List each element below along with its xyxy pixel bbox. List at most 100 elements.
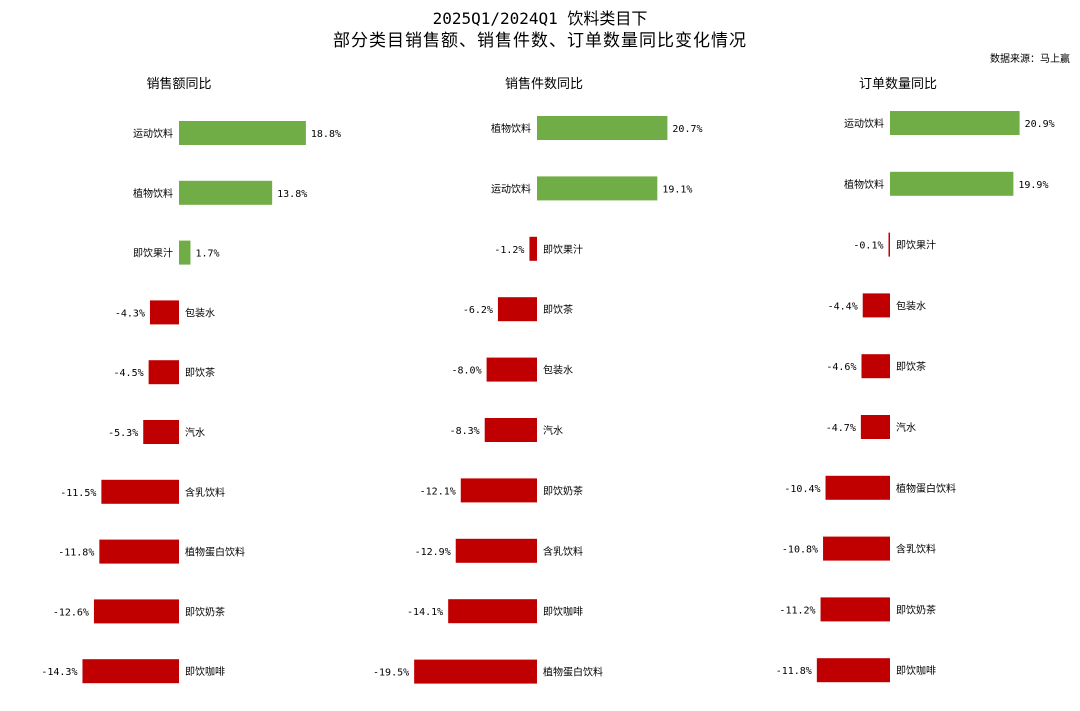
data-label: -4.5% xyxy=(114,368,144,379)
category-label: 即饮咖啡 xyxy=(896,664,936,677)
category-label: 包装水 xyxy=(185,306,215,319)
bar xyxy=(823,536,890,561)
data-label: -12.1% xyxy=(420,486,456,497)
bar xyxy=(101,479,179,504)
category-label: 汽水 xyxy=(185,426,205,439)
bar xyxy=(486,357,537,382)
bar xyxy=(890,171,1014,196)
bar xyxy=(99,539,179,564)
data-label: -4.7% xyxy=(826,423,856,434)
chart-title: 2025Q1/2024Q1 饮料类目下 xyxy=(432,9,648,28)
category-label: 汽水 xyxy=(896,421,916,434)
chart-panel-1: 销售额同比 18.8% 运动饮料 13.8% 植物饮料 1.7% 即饮果汁 -4.3% 包装水 -… xyxy=(41,76,341,684)
category-label: 植物蛋白饮料 xyxy=(896,482,956,495)
category-label: 即饮茶 xyxy=(185,366,215,379)
data-label: -14.3% xyxy=(41,667,77,678)
category-label: 运动饮料 xyxy=(133,127,173,140)
data-label: -8.3% xyxy=(450,426,480,437)
category-label: 即饮果汁 xyxy=(896,239,936,252)
bar xyxy=(537,116,668,140)
bar xyxy=(529,236,537,261)
bar xyxy=(414,659,537,684)
data-label: -11.5% xyxy=(60,488,96,499)
data-label: 19.1% xyxy=(662,184,692,195)
category-label: 含乳饮料 xyxy=(543,545,583,558)
data-label: 20.7% xyxy=(672,124,702,135)
data-label: 18.8% xyxy=(311,129,341,140)
panel-title: 销售件数同比 xyxy=(505,76,583,92)
bar xyxy=(816,658,890,683)
data-label: -10.8% xyxy=(782,545,818,556)
category-label: 包装水 xyxy=(543,364,573,377)
category-label: 即饮咖啡 xyxy=(543,605,583,618)
category-label: 即饮果汁 xyxy=(133,247,173,260)
chart-panel-2: 销售件数同比 20.7% 植物饮料 19.1% 运动饮料 -1.2% 即饮果汁 -6.2% 即饮… xyxy=(373,76,703,684)
data-label: -4.6% xyxy=(826,362,856,373)
bar xyxy=(149,300,179,325)
category-label: 即饮茶 xyxy=(896,360,926,373)
data-label: -19.5% xyxy=(373,668,409,679)
category-label: 植物蛋白饮料 xyxy=(185,546,245,559)
bar xyxy=(888,232,890,257)
chart-panel-3: 订单数量同比 20.9% 运动饮料 19.9% 植物饮料 -0.1% 即饮果汁 -4.4% 包装… xyxy=(776,77,1055,683)
bar xyxy=(484,418,537,442)
data-label: -11.8% xyxy=(58,548,94,559)
bar xyxy=(93,599,179,624)
category-label: 即饮奶茶 xyxy=(896,603,936,616)
category-label: 植物饮料 xyxy=(491,122,531,135)
data-label: -8.0% xyxy=(451,366,481,377)
panel-title: 销售额同比 xyxy=(146,76,211,92)
data-label: 20.9% xyxy=(1025,119,1055,130)
bar xyxy=(890,111,1020,135)
data-label: -6.2% xyxy=(463,305,493,316)
bar xyxy=(82,659,179,684)
bar xyxy=(861,354,890,379)
category-label: 包装水 xyxy=(896,299,926,312)
data-label: 13.8% xyxy=(277,189,307,200)
category-label: 植物饮料 xyxy=(133,187,173,200)
bar xyxy=(820,597,890,622)
data-label: -1.2% xyxy=(494,245,524,256)
data-label: -12.6% xyxy=(53,607,89,618)
category-label: 植物蛋白饮料 xyxy=(543,666,603,679)
bar xyxy=(460,478,537,503)
bar xyxy=(143,420,179,444)
bar xyxy=(537,176,658,201)
category-label: 即饮果汁 xyxy=(543,243,583,256)
bar xyxy=(179,240,191,265)
panel-title: 订单数量同比 xyxy=(859,77,937,92)
category-label: 即饮奶茶 xyxy=(543,484,583,497)
category-label: 含乳饮料 xyxy=(896,543,936,556)
data-label: -14.1% xyxy=(407,607,443,618)
category-label: 汽水 xyxy=(543,424,563,437)
category-label: 含乳饮料 xyxy=(185,486,225,499)
chart-subtitle: 部分类目销售额、销售件数、订单数量同比变化情况 xyxy=(333,31,747,51)
data-label: -4.4% xyxy=(828,301,858,312)
bar xyxy=(825,475,890,500)
bar xyxy=(455,538,537,563)
bar xyxy=(860,415,890,439)
category-label: 运动饮料 xyxy=(491,182,531,195)
bar xyxy=(148,360,179,385)
bar xyxy=(448,599,537,624)
category-label: 即饮咖啡 xyxy=(185,665,225,678)
data-label: 19.9% xyxy=(1018,180,1048,191)
bar xyxy=(179,121,306,145)
data-label: -10.4% xyxy=(784,484,820,495)
data-label: -0.1% xyxy=(853,241,883,252)
data-label: -5.3% xyxy=(108,428,138,439)
data-source-note: 数据来源：马上赢 xyxy=(990,54,1070,65)
data-label: -11.8% xyxy=(776,666,812,677)
data-label: 1.7% xyxy=(195,249,219,260)
category-label: 运动饮料 xyxy=(844,117,884,130)
data-label: -11.2% xyxy=(779,605,815,616)
category-label: 即饮奶茶 xyxy=(185,605,225,618)
category-label: 即饮茶 xyxy=(543,303,573,316)
data-label: -4.3% xyxy=(115,308,145,319)
category-label: 植物饮料 xyxy=(844,178,884,191)
bar xyxy=(179,180,273,205)
data-label: -12.9% xyxy=(415,547,451,558)
bar xyxy=(862,293,890,318)
bar xyxy=(497,297,537,322)
